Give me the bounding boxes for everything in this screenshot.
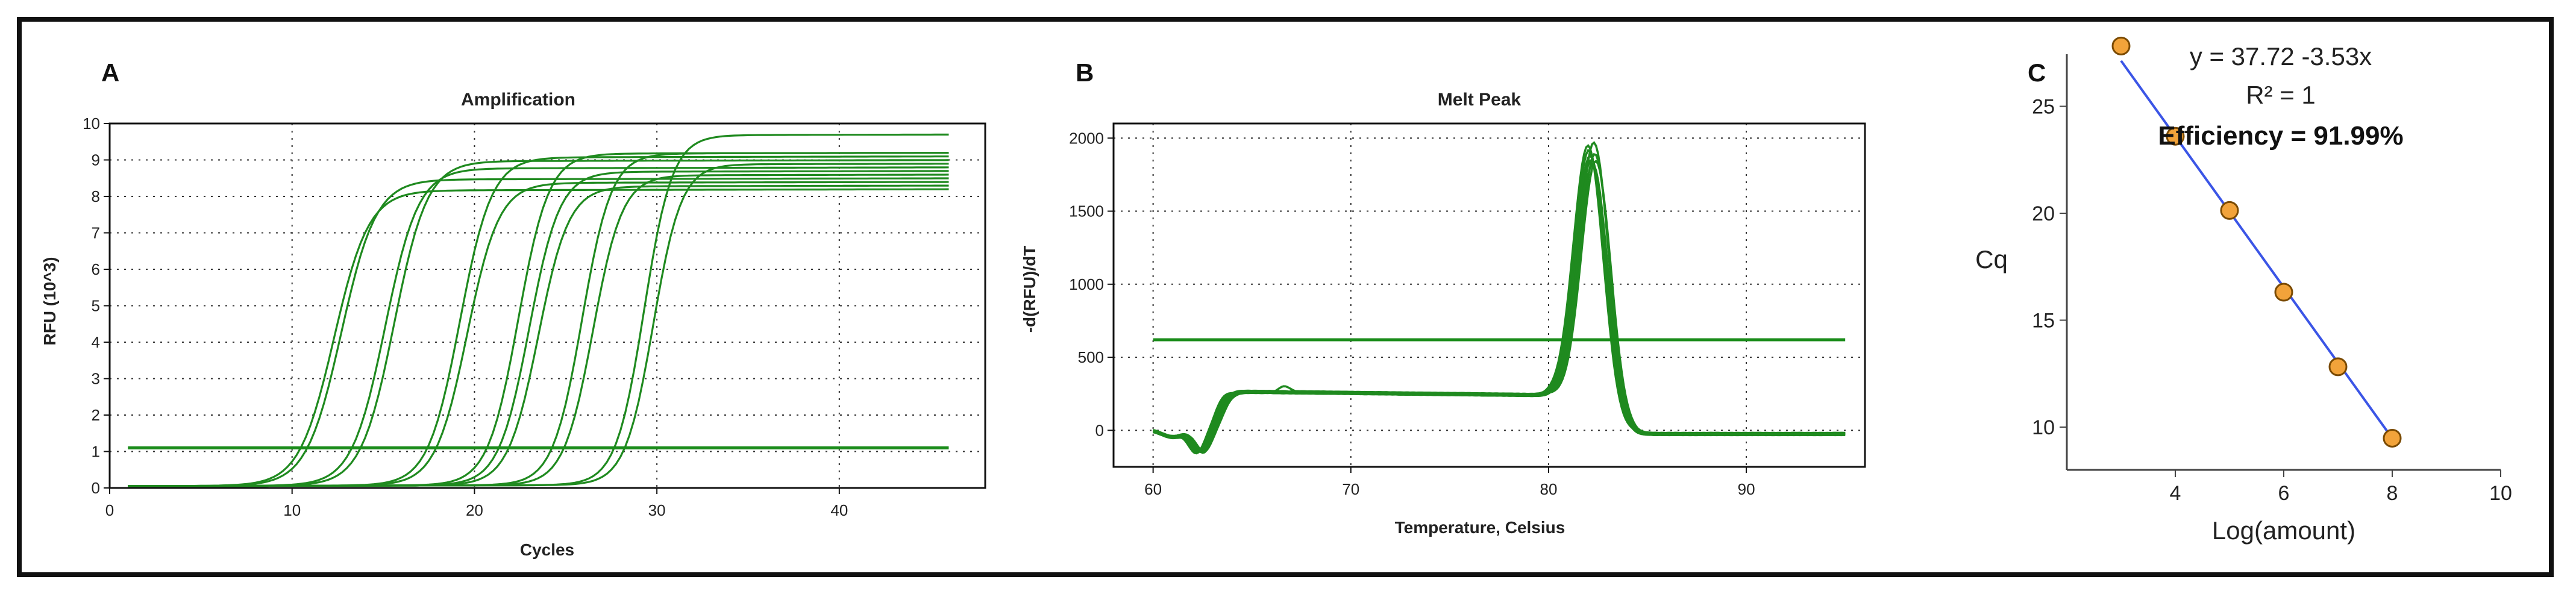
melt-peak-grid [1114, 123, 1865, 467]
amplification-x-tick-label: 30 [648, 501, 666, 519]
melt-peak-y-tick-label: 1500 [1069, 202, 1104, 220]
amplification-curve-s4 [128, 159, 949, 487]
melt-peak-y-tick-label: 0 [1095, 421, 1104, 439]
melt-peak-curve-m3 [1153, 154, 1846, 453]
standard-curve-point-3 [2220, 201, 2239, 220]
amplification-y-tick-label: 1 [92, 443, 100, 461]
standard-curve-x-tick-label: 4 [2170, 482, 2181, 505]
melt-peak-curve-m7 [1152, 152, 1846, 454]
amplification-curve-s12 [128, 133, 949, 487]
amplification-x-tick-label: 0 [105, 501, 114, 519]
r-squared-label: R² = 1 [2246, 81, 2316, 109]
melt-peak-ticks: 0 500 1000 1500 2000 60 70 80 90 [1069, 129, 1755, 498]
standard-curve-y-tick-label: 15 [2032, 310, 2055, 333]
standard-curve-ticks: 10 15 20 25 4 6 8 10 [2032, 96, 2512, 505]
amplification-y-tick-label: 10 [83, 114, 100, 133]
standard-curve-y-tick-label: 25 [2032, 96, 2055, 119]
melt-peak-x-tick-label: 80 [1540, 480, 1557, 498]
panel-label-c: C [2028, 58, 2046, 87]
melt-peak-y-tick-label: 500 [1078, 348, 1104, 366]
standard-curve-point-6 [2383, 428, 2402, 448]
melt-peak-x-tick-label: 90 [1738, 480, 1755, 498]
standard-curve-point-2 [2166, 127, 2185, 146]
melt-peak-curve-m4 [1153, 158, 1846, 452]
standard-curve-axes [2066, 54, 2501, 471]
amplification-y-tick-label: 9 [92, 151, 100, 169]
melt-peak-y-label: -d(RFU)/dT [1020, 246, 1039, 333]
standard-curve-point-5 [2328, 357, 2348, 377]
standard-curve-points [2111, 36, 2402, 448]
standard-curve-regression-group [2120, 60, 2393, 439]
amplification-y-tick-label: 0 [92, 479, 100, 497]
standard-curve-point-1 [2111, 36, 2131, 55]
amplification-ticks: 0 1 2 3 4 5 6 7 8 9 10 0 10 20 30 40 [83, 114, 848, 519]
standard-curve-x-tick-label: 6 [2278, 482, 2290, 505]
amplification-curve-s8 [128, 170, 949, 487]
melt-peak-curve-m2 [1153, 149, 1846, 454]
melt-peak-chart: Melt Peak 0 500 1000 1500 2000 60 70 80 90 Tempe… [1020, 90, 1866, 537]
amplification-x-tick-label: 10 [283, 501, 301, 519]
amplification-y-tick-label: 7 [92, 224, 100, 242]
amplification-y-tick-label: 8 [92, 187, 100, 205]
amplification-x-tick-label: 40 [830, 501, 848, 519]
amplification-y-tick-label: 6 [92, 260, 100, 278]
standard-curve-regression-line [2120, 60, 2393, 439]
amplification-curve-s5 [128, 155, 949, 487]
amplification-x-label: Cycles [520, 540, 574, 559]
standard-curve-y-label: Cq [1975, 245, 2008, 273]
melt-peak-x-tick-label: 70 [1342, 480, 1359, 498]
amplification-chart: Amplification 0 1 2 3 4 5 6 7 8 9 10 0 10 20 30 40 Cycl… [40, 90, 986, 559]
melt-peak-curve-m6 [1152, 141, 1846, 454]
amplification-y-label: RFU (10^3) [40, 257, 59, 345]
amplification-curve-s10 [128, 152, 949, 487]
melt-peak-x-tick-label: 60 [1144, 480, 1162, 498]
melt-peak-curve-m5 [1153, 163, 1846, 453]
melt-peak-y-tick-label: 2000 [1069, 129, 1104, 147]
amplification-y-tick-label: 2 [92, 406, 100, 424]
amplification-curve-s9 [128, 184, 949, 487]
standard-curve-chart: 10 15 20 25 4 6 8 10 Log(amount) Cq y = 37.72 -… [1975, 36, 2512, 545]
panel-label-b: B [1076, 58, 1094, 87]
amplification-y-tick-label: 3 [92, 370, 100, 388]
standard-curve-point-4 [2274, 283, 2293, 302]
amplification-curve-s3 [128, 166, 949, 487]
melt-peak-curve-m1 [1153, 143, 1846, 455]
melt-peak-curves [1152, 141, 1846, 455]
standard-curve-x-tick-label: 8 [2387, 482, 2398, 505]
standard-curve-y-tick-label: 20 [2032, 202, 2055, 225]
melt-peak-curve-m8 [1153, 159, 1846, 453]
amplification-grid [110, 123, 985, 488]
panel-label-a: A [101, 58, 119, 87]
amplification-curve-s2 [128, 177, 949, 487]
melt-peak-title: Melt Peak [1438, 90, 1521, 110]
melt-peak-y-tick-label: 1000 [1069, 275, 1104, 293]
regression-equation: y = 37.72 -3.53x [2190, 42, 2372, 70]
amplification-curve-s1 [128, 188, 949, 487]
standard-curve-x-label: Log(amount) [2212, 516, 2355, 545]
standard-curve-x-tick-label: 10 [2489, 482, 2512, 505]
efficiency-label: Efficiency = 91.99% [2158, 121, 2403, 151]
amplification-y-tick-label: 5 [92, 297, 100, 315]
amplification-curve-s7 [128, 152, 949, 487]
standard-curve-y-tick-label: 10 [2032, 416, 2055, 439]
amplification-curve-s13 [128, 163, 949, 487]
melt-peak-plot-frame [1112, 122, 1866, 468]
melt-peak-x-label: Temperature, Celsius [1395, 518, 1565, 537]
amplification-x-tick-label: 20 [466, 501, 483, 519]
amplification-curves [128, 133, 949, 487]
amplification-title: Amplification [461, 90, 575, 110]
amplification-y-tick-label: 4 [92, 333, 100, 351]
